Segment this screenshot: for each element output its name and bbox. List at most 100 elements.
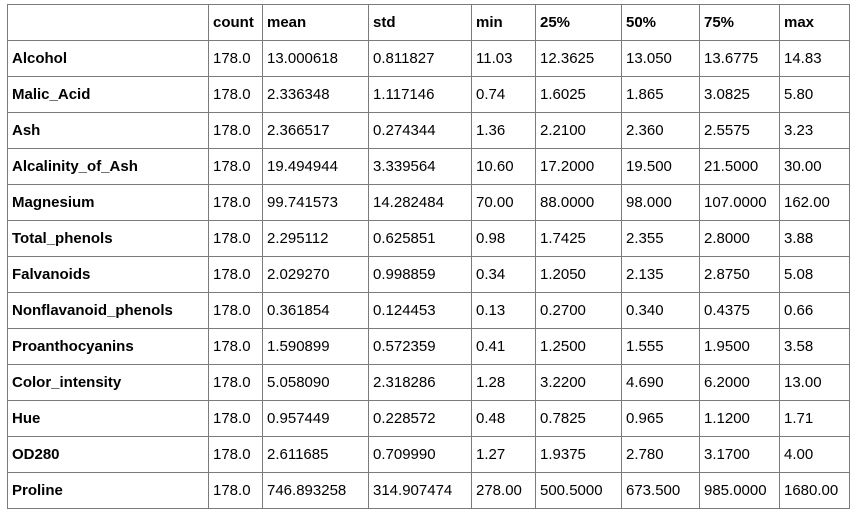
table-row: Hue 178.0 0.957449 0.228572 0.48 0.7825 0.965 1… bbox=[7, 400, 850, 437]
table-cell: 178.0 bbox=[208, 292, 263, 329]
table-cell: 13.00 bbox=[779, 364, 850, 401]
table-cell: 178.0 bbox=[208, 436, 263, 473]
table-row: OD280 178.0 2.611685 0.709990 1.27 1.9375 2.78… bbox=[7, 436, 850, 473]
column-header: std bbox=[368, 4, 472, 41]
table-cell: 107.0000 bbox=[699, 184, 780, 221]
table-cell: 98.000 bbox=[621, 184, 700, 221]
table-cell: 2.135 bbox=[621, 256, 700, 293]
row-label: Nonflavanoid_phenols bbox=[7, 292, 209, 329]
table-cell: 162.00 bbox=[779, 184, 850, 221]
table-cell: 11.03 bbox=[471, 40, 536, 77]
table-cell: 3.88 bbox=[779, 220, 850, 257]
table-cell: 746.893258 bbox=[262, 472, 369, 509]
table-cell: 19.494944 bbox=[262, 148, 369, 185]
row-label: Proanthocyanins bbox=[7, 328, 209, 365]
table-cell: 88.0000 bbox=[535, 184, 622, 221]
table-cell: 3.23 bbox=[779, 112, 850, 149]
table-cell: 13.6775 bbox=[699, 40, 780, 77]
row-label: Alcohol bbox=[7, 40, 209, 77]
table-cell: 17.2000 bbox=[535, 148, 622, 185]
table-cell: 14.282484 bbox=[368, 184, 472, 221]
row-label: Alcalinity_of_Ash bbox=[7, 148, 209, 185]
table-cell: 2.336348 bbox=[262, 76, 369, 113]
table-cell: 0.957449 bbox=[262, 400, 369, 437]
table-cell: 2.780 bbox=[621, 436, 700, 473]
table-cell: 673.500 bbox=[621, 472, 700, 509]
table-row: Magnesium 178.0 99.741573 14.282484 70.00 88.… bbox=[7, 184, 850, 221]
column-header: 75% bbox=[699, 4, 780, 41]
table-cell: 0.4375 bbox=[699, 292, 780, 329]
table-cell: 70.00 bbox=[471, 184, 536, 221]
table-cell: 0.625851 bbox=[368, 220, 472, 257]
table-cell: 178.0 bbox=[208, 256, 263, 293]
table-cell: 0.98 bbox=[471, 220, 536, 257]
table-cell: 1.27 bbox=[471, 436, 536, 473]
table-row: Alcalinity_of_Ash 178.0 19.494944 3.339564 1… bbox=[7, 148, 850, 185]
table-body: Alcohol 178.0 13.000618 0.811827 11.03 12.362… bbox=[7, 40, 850, 509]
table-cell: 178.0 bbox=[208, 220, 263, 257]
table-cell: 1.2050 bbox=[535, 256, 622, 293]
describe-table-container: count mean std min 25% 50% 75% max Alcohol 178.0… bbox=[7, 4, 859, 509]
table-cell: 0.811827 bbox=[368, 40, 472, 77]
table-cell: 6.2000 bbox=[699, 364, 780, 401]
table-cell: 3.2200 bbox=[535, 364, 622, 401]
table-cell: 278.00 bbox=[471, 472, 536, 509]
table-cell: 99.741573 bbox=[262, 184, 369, 221]
table-cell: 178.0 bbox=[208, 364, 263, 401]
table-cell: 13.050 bbox=[621, 40, 700, 77]
table-cell: 314.907474 bbox=[368, 472, 472, 509]
row-label: Total_phenols bbox=[7, 220, 209, 257]
table-cell: 0.572359 bbox=[368, 328, 472, 365]
table-cell: 30.00 bbox=[779, 148, 850, 185]
table-row: Ash 178.0 2.366517 0.274344 1.36 2.2100 2.360 2… bbox=[7, 112, 850, 149]
table-cell: 2.2100 bbox=[535, 112, 622, 149]
table-cell: 1.117146 bbox=[368, 76, 472, 113]
table-cell: 1.36 bbox=[471, 112, 536, 149]
table-cell: 2.295112 bbox=[262, 220, 369, 257]
table-cell: 13.000618 bbox=[262, 40, 369, 77]
row-label: Ash bbox=[7, 112, 209, 149]
table-cell: 985.0000 bbox=[699, 472, 780, 509]
table-cell: 178.0 bbox=[208, 472, 263, 509]
table-cell: 178.0 bbox=[208, 328, 263, 365]
table-cell: 3.339564 bbox=[368, 148, 472, 185]
table-cell: 4.690 bbox=[621, 364, 700, 401]
header-row: count mean std min 25% 50% 75% max bbox=[7, 4, 850, 41]
row-label: Proline bbox=[7, 472, 209, 509]
table-cell: 178.0 bbox=[208, 40, 263, 77]
table-cell: 1.865 bbox=[621, 76, 700, 113]
table-cell: 19.500 bbox=[621, 148, 700, 185]
column-header: mean bbox=[262, 4, 369, 41]
table-row: Proanthocyanins 178.0 1.590899 0.572359 0.41… bbox=[7, 328, 850, 365]
table-cell: 2.8750 bbox=[699, 256, 780, 293]
table-row: Total_phenols 178.0 2.295112 0.625851 0.98 1.… bbox=[7, 220, 850, 257]
table-cell: 0.340 bbox=[621, 292, 700, 329]
table-cell: 5.80 bbox=[779, 76, 850, 113]
table-cell: 2.611685 bbox=[262, 436, 369, 473]
column-header: min bbox=[471, 4, 536, 41]
table-row: Alcohol 178.0 13.000618 0.811827 11.03 12.362… bbox=[7, 40, 850, 77]
table-cell: 1.6025 bbox=[535, 76, 622, 113]
describe-table: count mean std min 25% 50% 75% max Alcohol 178.0… bbox=[7, 4, 850, 509]
table-cell: 1.555 bbox=[621, 328, 700, 365]
table-cell: 1.71 bbox=[779, 400, 850, 437]
table-cell: 14.83 bbox=[779, 40, 850, 77]
table-cell: 3.1700 bbox=[699, 436, 780, 473]
table-row: Color_intensity 178.0 5.058090 2.318286 1.28… bbox=[7, 364, 850, 401]
table-cell: 2.318286 bbox=[368, 364, 472, 401]
table-cell: 0.361854 bbox=[262, 292, 369, 329]
table-cell: 1.2500 bbox=[535, 328, 622, 365]
table-cell: 5.058090 bbox=[262, 364, 369, 401]
table-cell: 0.274344 bbox=[368, 112, 472, 149]
table-cell: 2.360 bbox=[621, 112, 700, 149]
table-cell: 1680.00 bbox=[779, 472, 850, 509]
table-cell: 5.08 bbox=[779, 256, 850, 293]
table-cell: 1.1200 bbox=[699, 400, 780, 437]
table-cell: 178.0 bbox=[208, 112, 263, 149]
table-cell: 0.7825 bbox=[535, 400, 622, 437]
column-header: count bbox=[208, 4, 263, 41]
table-cell: 0.709990 bbox=[368, 436, 472, 473]
table-cell: 0.965 bbox=[621, 400, 700, 437]
table-cell: 12.3625 bbox=[535, 40, 622, 77]
table-cell: 0.2700 bbox=[535, 292, 622, 329]
